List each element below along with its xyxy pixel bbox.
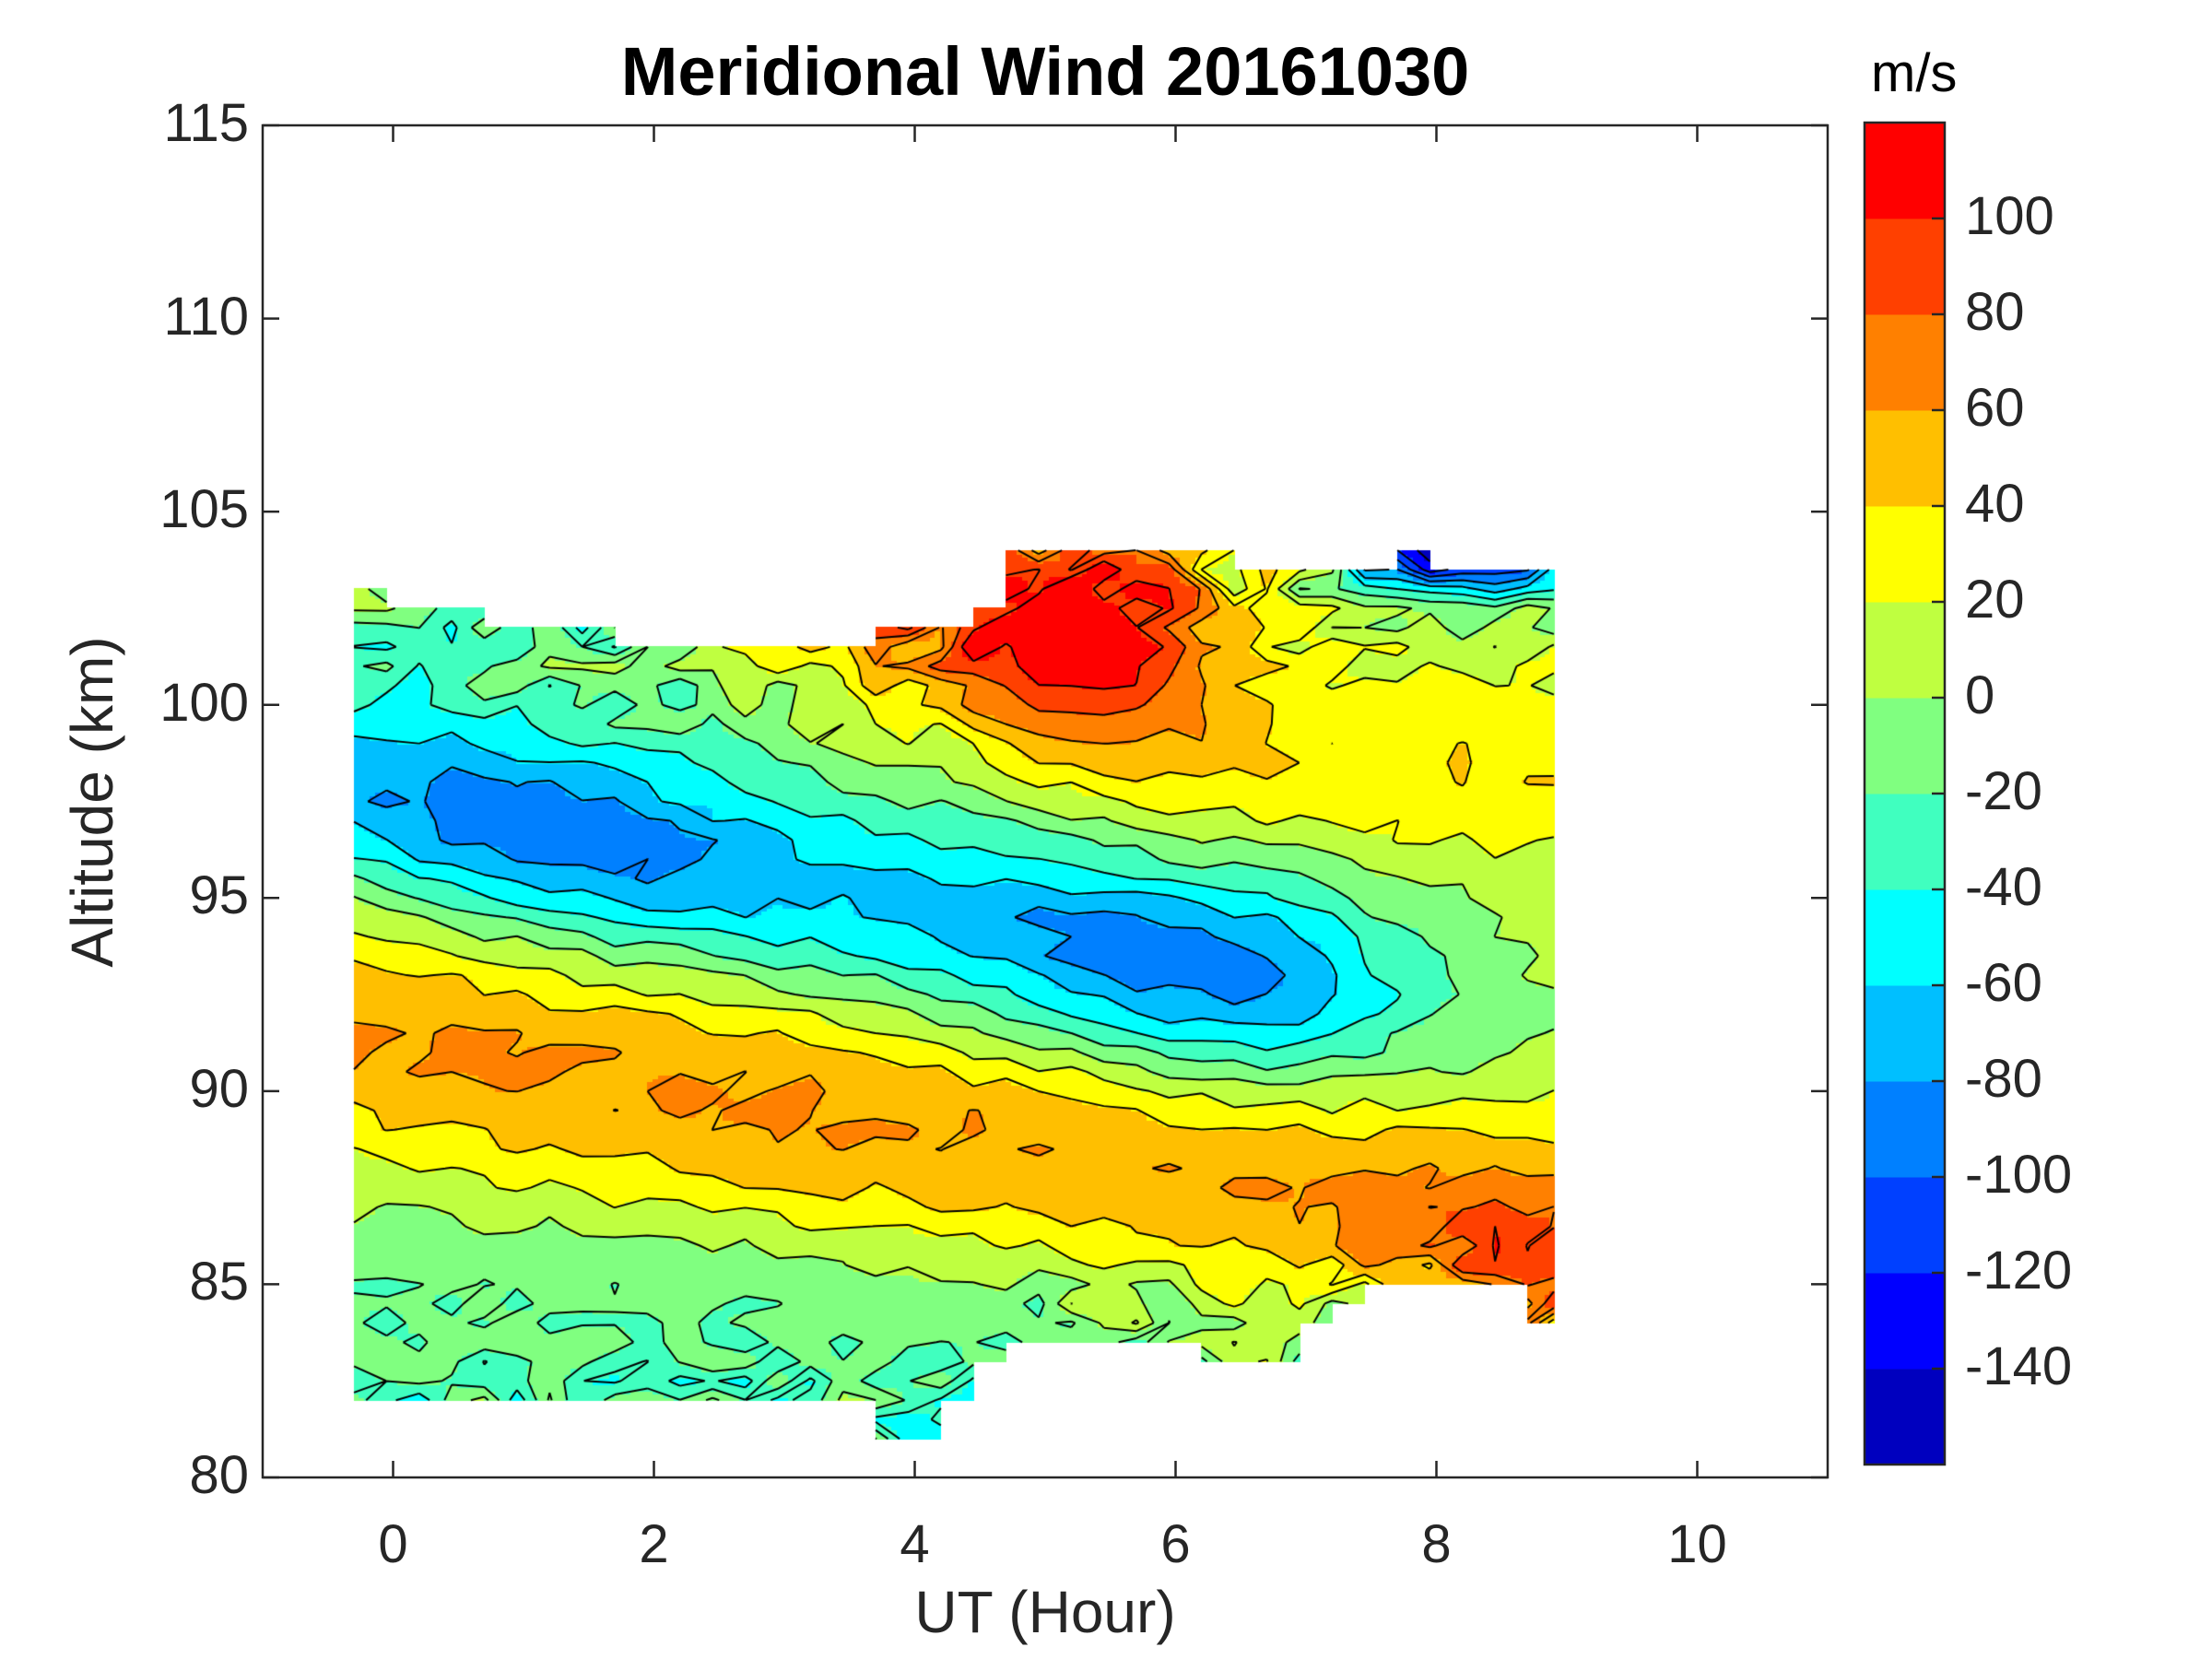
x-tick-label: 4 bbox=[900, 1514, 930, 1574]
colorbar-band bbox=[1865, 1081, 1945, 1178]
colorbar-tick-label: 60 bbox=[1965, 378, 2025, 438]
colorbar-band bbox=[1865, 410, 1945, 507]
colorbar-band bbox=[1865, 218, 1945, 315]
x-tick-label: 8 bbox=[1421, 1514, 1452, 1574]
colorbar-band bbox=[1865, 1177, 1945, 1274]
y-tick-label: 85 bbox=[189, 1252, 249, 1312]
x-tick-label: 6 bbox=[1160, 1514, 1191, 1574]
axes-box bbox=[261, 124, 1830, 1479]
colorbar-band bbox=[1865, 506, 1945, 603]
x-tick-label: 2 bbox=[639, 1514, 669, 1574]
colorbar-band bbox=[1865, 602, 1945, 699]
colorbar-tick-label: -140 bbox=[1965, 1336, 2073, 1396]
colorbar-tick-label: -20 bbox=[1965, 761, 2042, 821]
colorbar-band bbox=[1865, 123, 1945, 219]
chart-title: Meridional Wind 20161030 bbox=[620, 33, 1470, 110]
colorbar-label: m/s bbox=[1871, 43, 1958, 103]
colorbar-band bbox=[1865, 985, 1945, 1082]
colorbar-band bbox=[1865, 889, 1945, 986]
colorbar-tick-label: 20 bbox=[1965, 570, 2025, 629]
x-axis-label: UT (Hour) bbox=[914, 1579, 1176, 1645]
colorbar-band bbox=[1865, 794, 1945, 890]
x-tick-label: 0 bbox=[378, 1514, 408, 1574]
colorbar-bands bbox=[1865, 123, 1945, 1465]
x-tick-marks bbox=[392, 125, 1699, 1477]
colorbar-tick-label: -80 bbox=[1965, 1049, 2042, 1109]
colorbar-band bbox=[1865, 1273, 1945, 1370]
y-tick-label: 95 bbox=[189, 865, 249, 926]
colorbar-tick-label: -100 bbox=[1965, 1145, 2073, 1205]
colorbar-tick-label: 40 bbox=[1965, 474, 2025, 534]
colorbar-tick-label: -40 bbox=[1965, 857, 2042, 917]
y-tick-label: 80 bbox=[189, 1445, 249, 1505]
y-tick-label: 110 bbox=[163, 286, 249, 347]
y-tick-marks bbox=[263, 124, 1828, 1479]
colorbar-tick-label: -60 bbox=[1965, 953, 2042, 1013]
colorbar-tick-label: -120 bbox=[1965, 1241, 2073, 1300]
colorbar-band bbox=[1865, 698, 1945, 794]
y-tick-label: 100 bbox=[159, 672, 249, 733]
y-tick-label: 115 bbox=[163, 93, 249, 153]
colorbar-band bbox=[1865, 1369, 1945, 1465]
colorbar-tick-label: 100 bbox=[1965, 186, 2054, 246]
colorbar-tick-marks bbox=[1932, 217, 1945, 1371]
y-tick-label: 90 bbox=[189, 1058, 249, 1119]
colorbar-tick-label: 80 bbox=[1965, 282, 2025, 342]
colorbar-band bbox=[1865, 314, 1945, 411]
x-tick-label: 10 bbox=[1667, 1514, 1727, 1574]
colorbar-tick-label: 0 bbox=[1965, 665, 1995, 725]
y-tick-label: 105 bbox=[159, 479, 249, 540]
